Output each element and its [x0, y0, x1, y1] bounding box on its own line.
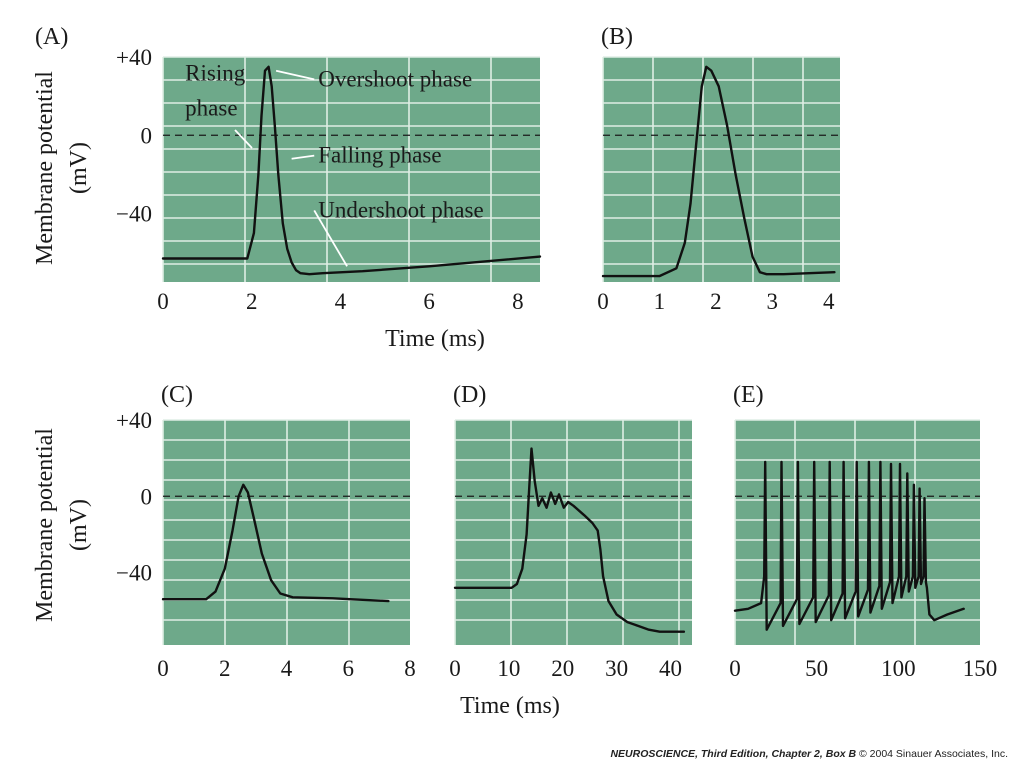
y-axis-title-a-line-1: Membrane potential	[32, 71, 58, 265]
trace-group-c	[161, 483, 390, 603]
annotation-leader-a-2	[275, 69, 315, 81]
y-tick-label-c-2: −40	[116, 561, 152, 586]
x-axis-title-a: Time (ms)	[385, 326, 485, 352]
trace-c-0	[161, 483, 390, 603]
trace-group-e	[733, 460, 965, 631]
y-tick-label-a-0: +40	[116, 45, 152, 70]
x-tick-label-b-2: 2	[710, 289, 722, 314]
panel-c-action-potential: (C) 0 2 4 6 8 +40 0 −40 Membrane potential (mV)	[32, 382, 416, 681]
annotation-a-3: Falling phase	[318, 143, 441, 168]
trace-group-a	[161, 65, 542, 276]
x-tick-label-c-3: 6	[343, 656, 355, 681]
annotation-leader-a-rising	[234, 129, 253, 149]
annotation-a-2: Overshoot phase	[318, 66, 472, 91]
panel-e-spike-train: (E) 0 50 100 150	[729, 382, 997, 681]
annotation-leader-a-3	[291, 154, 315, 160]
x-tick-label-d-4: 40	[659, 656, 682, 681]
panel-label-b: (B)	[601, 24, 633, 50]
panel-label-a: (A)	[35, 24, 68, 50]
x-tick-label-c-2: 4	[281, 656, 293, 681]
annotation-a-0: Rising	[185, 60, 246, 85]
plot-area-d	[455, 420, 692, 645]
x-tick-label-d-1: 10	[497, 656, 520, 681]
x-tick-label-d-0: 0	[449, 656, 461, 681]
x-axis-title-d: Time (ms)	[460, 693, 560, 719]
credit-title: NEUROSCIENCE	[610, 748, 696, 760]
x-tick-label-b-0: 0	[597, 289, 609, 314]
panel-label-c: (C)	[161, 382, 193, 408]
x-tick-label-a-3: 6	[423, 289, 435, 314]
x-tick-label-a-2: 4	[335, 289, 347, 314]
y-tick-label-c-0: +40	[116, 408, 152, 433]
x-tick-label-c-4: 8	[404, 656, 416, 681]
x-tick-label-e-1: 50	[805, 656, 828, 681]
panel-b-action-potential: (B) 0 1 2 3 4	[597, 24, 840, 314]
plot-area-a	[163, 57, 540, 282]
x-tick-label-c-1: 2	[219, 656, 231, 681]
panel-label-e: (E)	[733, 382, 764, 408]
y-tick-label-c-1: 0	[141, 484, 153, 509]
credit-edition: , Third Edition, Chapter 2, Box B	[695, 748, 857, 760]
y-axis-title-c-line-2: (mV)	[66, 499, 92, 551]
x-tick-label-b-4: 4	[823, 289, 835, 314]
x-tick-label-d-3: 30	[605, 656, 628, 681]
y-tick-label-a-1: 0	[141, 123, 153, 148]
x-tick-label-b-1: 1	[654, 289, 666, 314]
x-tick-label-a-4: 8	[512, 289, 524, 314]
x-tick-label-a-1: 2	[246, 289, 258, 314]
annotation-a-1: phase	[185, 96, 237, 121]
trace-b-0	[601, 65, 836, 278]
x-tick-label-e-0: 0	[729, 656, 741, 681]
x-tick-label-b-3: 3	[767, 289, 779, 314]
panel-a-action-potential-phases: (A) 0 2 4 6 8 +40 0 −40 Time (ms) Membrane potenti…	[32, 24, 542, 352]
trace-group-b	[601, 65, 836, 278]
x-tick-label-e-2: 100	[881, 656, 916, 681]
x-tick-label-c-0: 0	[157, 656, 169, 681]
y-axis-title-c-line-1: Membrane potential	[32, 428, 58, 622]
y-axis-title-a-line-2: (mV)	[66, 142, 92, 194]
annotation-a-4: Undershoot phase	[318, 197, 483, 222]
annotation-leader-a-4	[313, 209, 348, 267]
trace-d-0	[453, 447, 686, 633]
panel-d-action-potential: (D) 0 10 20 30 40 Time (ms)	[449, 382, 692, 719]
trace-a-0	[161, 65, 542, 276]
credit-line: NEUROSCIENCE, Third Edition, Chapter 2, …	[610, 748, 1008, 760]
plot-area-b	[603, 57, 840, 282]
spike-train-e	[733, 460, 965, 631]
x-tick-label-d-2: 20	[551, 656, 574, 681]
x-tick-label-e-3: 150	[963, 656, 998, 681]
y-tick-label-a-2: −40	[116, 202, 152, 227]
x-tick-label-a-0: 0	[157, 289, 169, 314]
credit-copyright: © 2004 Sinauer Associates, Inc.	[859, 748, 1008, 760]
panel-label-d: (D)	[453, 382, 486, 408]
trace-group-d	[453, 447, 686, 633]
